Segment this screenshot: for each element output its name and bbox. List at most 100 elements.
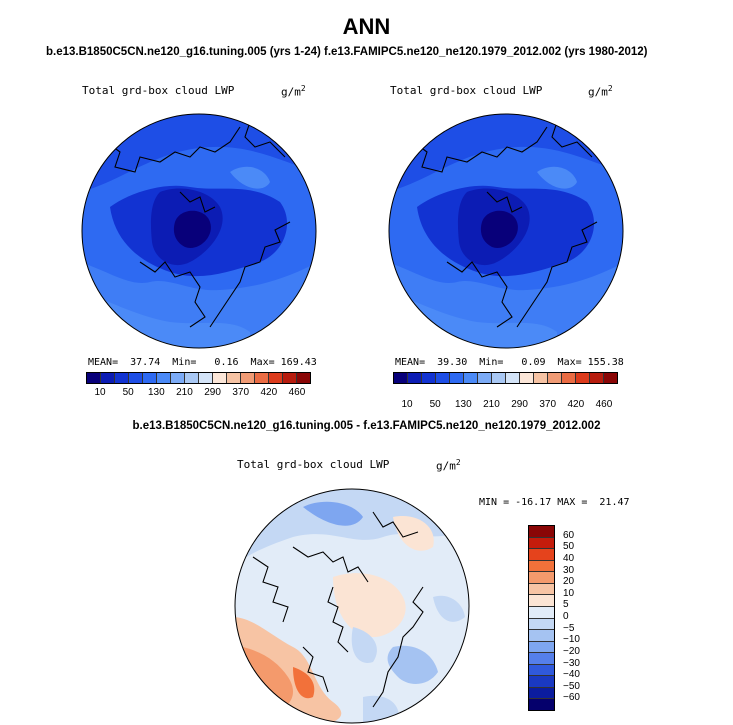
colorbar-tick-label: 60 (563, 529, 575, 541)
colorbar-swatch (464, 373, 478, 383)
panel-a-units: g/m2 (281, 84, 306, 99)
colorbar-swatch (529, 699, 554, 710)
colorbar-tick-label: −30 (563, 657, 580, 669)
panel-a-stats: MEAN= 37.74 Min= 0.16 Max= 169.43 (88, 357, 317, 368)
colorbar-tick-label: 130 (147, 387, 165, 398)
colorbar-tick-label: 10 (563, 587, 575, 599)
colorbar-swatch (436, 373, 450, 383)
panel-b-stats: MEAN= 39.30 Min= 0.09 Max= 155.38 (395, 357, 624, 368)
colorbar-swatch (529, 687, 554, 700)
colorbar-tick-label: 50 (563, 541, 575, 553)
colorbar-tick-label: 460 (595, 399, 613, 410)
colorbar-swatch (529, 595, 554, 607)
colorbar-tick-label: 420 (260, 387, 278, 398)
colorbar-tick-label: 50 (429, 399, 441, 410)
panel-b-variable: Total grd-box cloud LWP (390, 84, 543, 97)
colorbar-swatch (269, 373, 283, 383)
colorbar-swatch (101, 373, 115, 383)
colorbar-swatch (143, 373, 157, 383)
colorbar-swatch (394, 373, 408, 383)
colorbar-swatch (478, 373, 492, 383)
colorbar-swatch (529, 526, 554, 538)
colorbar-swatch (529, 583, 554, 596)
colorbar-tick-label: 290 (204, 387, 221, 398)
colorbar-swatch (590, 373, 604, 383)
panel-c-stats: MIN = -16.17 MAX = 21.47 (479, 497, 630, 508)
colorbar-tick-label: 370 (232, 387, 250, 398)
colorbar-swatch (422, 373, 436, 383)
colorbar-swatch (297, 373, 310, 383)
colorbar-swatch (534, 373, 548, 383)
colorbar-tick-label: 130 (454, 399, 472, 410)
colorbar-tick-label: 420 (567, 399, 585, 410)
panel-c-colorbar-ticks: 60 50 40 30 20 10 5 0 −5 −10 −20 −30 −40 −50 −60 (560, 525, 600, 711)
colorbar-swatch (213, 373, 227, 383)
panel-a-colorbar (86, 372, 311, 384)
colorbar-tick-label: 30 (563, 564, 575, 576)
colorbar-swatch (255, 373, 269, 383)
colorbar-swatch (529, 549, 554, 561)
colorbar-tick-label: −50 (563, 680, 580, 692)
colorbar-swatch (185, 373, 199, 383)
panel-c-colorbar (528, 525, 555, 711)
colorbar-tick-label: 5 (563, 599, 569, 611)
colorbar-swatch (529, 641, 554, 654)
colorbar-swatch (529, 676, 554, 688)
colorbar-swatch (157, 373, 171, 383)
colorbar-swatch (529, 653, 554, 665)
colorbar-swatch (115, 373, 129, 383)
colorbar-tick-label: 290 (511, 399, 528, 410)
colorbar-swatch (87, 373, 101, 383)
colorbar-tick-label: −60 (563, 692, 580, 704)
colorbar-tick-label: −5 (563, 622, 575, 634)
figure-title: ANN (342, 14, 391, 39)
panel-c-variable: Total grd-box cloud LWP (237, 458, 390, 471)
colorbar-tick-label: 20 (563, 576, 575, 588)
colorbar-tick-label: 210 (176, 387, 193, 398)
colorbar-swatch (199, 373, 213, 383)
colorbar-tick-label: 210 (483, 399, 500, 410)
diff-title: b.e13.B1850C5CN.ne120_g16.tuning.005 - f… (132, 420, 601, 432)
colorbar-swatch (492, 373, 506, 383)
colorbar-swatch (171, 373, 185, 383)
colorbar-tick-label: −10 (563, 634, 580, 646)
colorbar-swatch (562, 373, 576, 383)
panel-a-colorbar-ticks: 10 50 130 210 290 370 420 460 (86, 387, 311, 399)
colorbar-swatch (529, 630, 554, 642)
panel-a-variable: Total grd-box cloud LWP (82, 84, 235, 97)
colorbar-tick-label: 40 (563, 552, 575, 564)
panel-a-map (81, 113, 317, 349)
colorbar-tick-label: 10 (94, 387, 106, 398)
colorbar-swatch (450, 373, 464, 383)
colorbar-swatch (529, 572, 554, 584)
colorbar-swatch (548, 373, 562, 383)
colorbar-tick-label: 10 (401, 399, 413, 410)
panel-c-units: g/m2 (436, 458, 461, 473)
colorbar-swatch (529, 618, 554, 631)
colorbar-swatch (241, 373, 255, 383)
panel-b-colorbar-ticks: 10 50 130 210 290 370 420 460 (393, 399, 618, 411)
panel-b-colorbar (393, 372, 618, 384)
colorbar-tick-label: 370 (539, 399, 557, 410)
colorbar-swatch (283, 373, 297, 383)
colorbar-swatch (529, 537, 554, 550)
colorbar-swatch (129, 373, 143, 383)
colorbar-swatch (529, 606, 554, 619)
colorbar-swatch (604, 373, 617, 383)
colorbar-swatch (408, 373, 422, 383)
colorbar-swatch (520, 373, 534, 383)
case-a-title: b.e13.B1850C5CN.ne120_g16.tuning.005 (yr… (46, 46, 321, 58)
colorbar-swatch (529, 664, 554, 677)
colorbar-tick-label: 50 (122, 387, 134, 398)
colorbar-swatch (576, 373, 590, 383)
colorbar-tick-label: 0 (563, 611, 569, 622)
colorbar-swatch (529, 560, 554, 573)
panel-b-units: g/m2 (588, 84, 613, 99)
colorbar-tick-label: 460 (288, 387, 306, 398)
colorbar-swatch (506, 373, 520, 383)
colorbar-tick-label: −40 (563, 669, 580, 681)
panel-b-map (388, 113, 624, 349)
colorbar-swatch (227, 373, 241, 383)
colorbar-tick-label: −20 (563, 645, 580, 657)
case-b-title: f.e13.FAMIPC5.ne120_ne120.1979_2012.002 … (324, 46, 648, 58)
